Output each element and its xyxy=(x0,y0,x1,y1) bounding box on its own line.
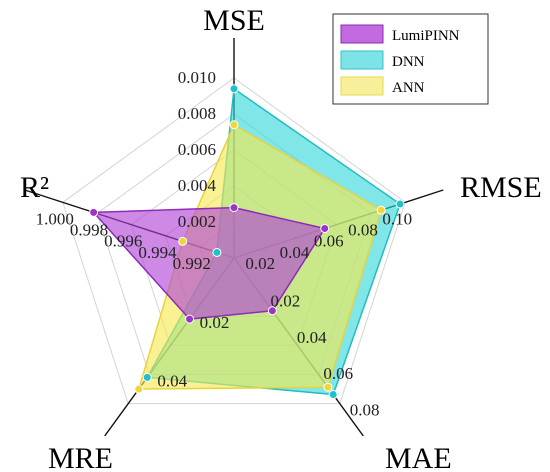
tick-label: 0.04 xyxy=(280,243,310,262)
tick-label: 0.10 xyxy=(382,209,412,228)
tick-label: 0.002 xyxy=(178,212,216,231)
axis-title-1: MSE xyxy=(203,4,265,37)
legend-swatch-ann xyxy=(340,76,384,96)
data-point-dnn xyxy=(328,390,338,400)
data-point-ann xyxy=(376,205,386,215)
tick-label: 0.006 xyxy=(178,140,216,159)
data-point-lumipinn xyxy=(89,207,99,217)
axis-titles: MSE RMSE MAE MRE R² xyxy=(20,4,542,472)
data-point-ann xyxy=(323,382,333,392)
axis-title-3: MAE xyxy=(385,442,452,472)
data-point-dnn xyxy=(212,247,222,257)
tick-label: 0.02 xyxy=(245,254,275,273)
tick-label: 0.02 xyxy=(200,313,230,332)
data-point-dnn xyxy=(229,84,239,94)
tick-label: 0.08 xyxy=(350,401,380,420)
tick-label: 0.996 xyxy=(104,232,142,251)
grid-ring xyxy=(62,77,406,405)
data-point-ann xyxy=(178,236,188,246)
tick-label: 0.06 xyxy=(323,364,353,383)
data-point-lumipinn xyxy=(185,314,195,324)
series-layer xyxy=(89,84,405,400)
data-point-lumipinn xyxy=(267,306,277,316)
legend-item-dnn: DNN xyxy=(340,50,425,70)
tick-label: 0.992 xyxy=(173,254,211,273)
legend: LumiPINN DNN ANN xyxy=(332,13,489,105)
data-point-lumipinn xyxy=(229,203,239,213)
tick-label: 0.010 xyxy=(178,68,216,87)
legend-swatch-lumipinn xyxy=(340,24,384,44)
legend-label-ann: ANN xyxy=(392,80,425,96)
data-point-lumipinn xyxy=(320,224,330,234)
data-point-dnn xyxy=(142,372,152,382)
tick-label: 0.008 xyxy=(178,104,216,123)
tick-label: 0.02 xyxy=(270,291,300,310)
tick-label: 0.994 xyxy=(138,243,177,262)
tick-label: 1.000 xyxy=(36,209,74,228)
axis-title-4: MRE xyxy=(48,442,113,472)
tick-label: 0.04 xyxy=(157,371,187,390)
tick-label: 0.998 xyxy=(70,221,108,240)
legend-label-dnn: DNN xyxy=(392,54,425,70)
legend-item-ann: ANN xyxy=(340,76,425,96)
axis-title-5: R² xyxy=(20,171,49,204)
data-point-ann xyxy=(134,384,144,394)
data-point-ann xyxy=(229,120,239,130)
series-area-lumipinn xyxy=(92,206,326,320)
tick-labels: 0.0020.0040.0060.0080.0100.020.040.060.0… xyxy=(36,68,412,420)
legend-swatch-dnn xyxy=(340,50,384,70)
tick-label: 0.06 xyxy=(314,232,344,251)
legend-label-lumipinn: LumiPINN xyxy=(392,28,460,44)
tick-label: 0.08 xyxy=(348,221,378,240)
data-point-dnn xyxy=(395,199,405,209)
tick-label: 0.04 xyxy=(297,328,327,347)
legend-item-lumipinn: LumiPINN xyxy=(340,24,460,44)
tick-label: 0.004 xyxy=(178,176,217,195)
axis-title-2: RMSE xyxy=(460,171,542,204)
